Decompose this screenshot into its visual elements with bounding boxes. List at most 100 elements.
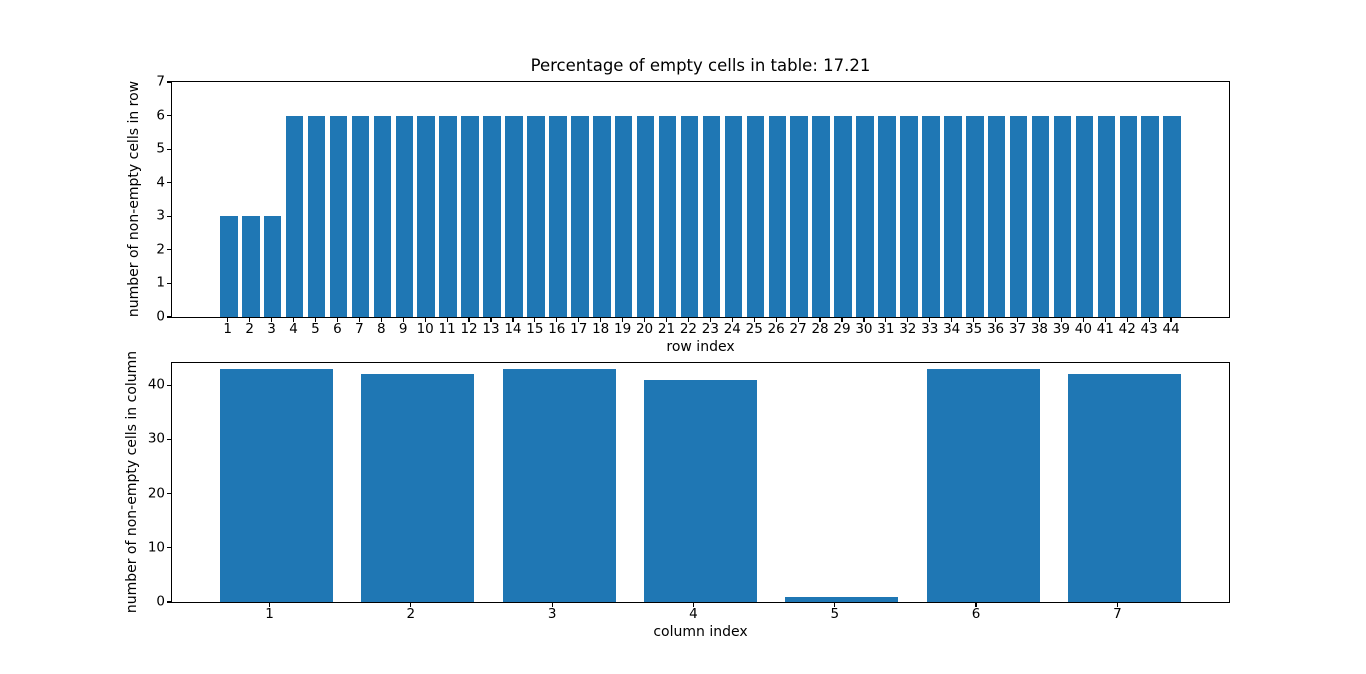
bar <box>351 115 370 317</box>
bar <box>1031 115 1050 317</box>
x-tick-mark <box>885 318 887 322</box>
x-tick-mark <box>380 318 382 322</box>
x-tick-label: 37 <box>1008 321 1027 337</box>
x-tick-label: 2 <box>245 321 254 337</box>
x-tick-mark <box>490 318 492 322</box>
y-tick-mark <box>167 114 171 117</box>
x-tick-mark <box>534 318 536 322</box>
x-tick-mark <box>468 318 470 322</box>
bar <box>439 115 457 317</box>
bar <box>785 596 899 602</box>
x-tick-label: 31 <box>877 321 895 337</box>
x-tick-mark <box>819 318 821 322</box>
bar <box>571 115 589 317</box>
y-tick-label: 6 <box>156 106 165 123</box>
x-tick-label: 6 <box>333 321 342 337</box>
y-tick-mark <box>167 215 171 217</box>
x-tick-mark <box>556 318 558 322</box>
x-tick-label: 1 <box>265 606 274 622</box>
x-tick-mark <box>1116 603 1118 607</box>
bar <box>643 379 758 602</box>
y-tick-mark <box>167 547 171 549</box>
bar <box>746 115 765 317</box>
bar <box>680 115 699 317</box>
x-tick-label: 5 <box>830 606 840 622</box>
y-tick-label: 40 <box>147 376 165 393</box>
x-tick-label: 3 <box>267 321 276 337</box>
bar <box>614 115 633 317</box>
bar <box>922 115 940 317</box>
x-tick-mark <box>1170 318 1172 322</box>
x-tick-mark <box>551 603 553 607</box>
bar <box>461 115 479 317</box>
y-tick-label: 5 <box>156 140 165 157</box>
bar <box>483 115 501 317</box>
x-tick-label: 25 <box>745 321 763 337</box>
x-tick-label: 5 <box>311 321 320 337</box>
x-tick-label: 41 <box>1096 321 1114 337</box>
bar <box>549 115 567 317</box>
bar <box>856 115 874 317</box>
x-tick-mark <box>402 318 404 322</box>
y-tick-label: 7 <box>156 73 165 90</box>
x-tick-label: 29 <box>833 321 851 337</box>
bar <box>395 115 414 317</box>
x-tick-label: 38 <box>1030 321 1049 337</box>
x-tick-mark <box>1104 318 1106 322</box>
y-tick-label: 4 <box>156 173 165 190</box>
x-tick-mark <box>424 318 426 322</box>
x-tick-label: 2 <box>406 606 416 622</box>
x-tick-label: 12 <box>460 321 478 337</box>
y-tick-mark <box>167 384 171 386</box>
bar <box>987 115 1006 317</box>
x-tick-mark <box>1148 318 1150 322</box>
x-tick-mark <box>1038 318 1041 322</box>
x-tick-mark <box>292 318 295 322</box>
y-tick-label: 3 <box>156 207 165 224</box>
x-tick-mark <box>600 318 602 322</box>
x-tick-label: 44 <box>1162 321 1180 337</box>
x-tick-mark <box>834 603 836 607</box>
x-tick-label: 36 <box>986 321 1005 337</box>
x-tick-label: 16 <box>548 321 566 337</box>
bar <box>768 115 787 317</box>
y-tick-mark <box>167 493 171 495</box>
x-tick-label: 11 <box>438 321 456 337</box>
x-tick-label: 34 <box>943 321 961 337</box>
y-tick-mark <box>167 438 171 440</box>
x-tick-mark <box>975 603 977 607</box>
x-tick-label: 20 <box>635 321 654 337</box>
x-tick-mark <box>709 318 711 322</box>
x-tick-mark <box>1016 318 1019 322</box>
x-tick-mark <box>358 318 360 322</box>
x-tick-label: 40 <box>1074 321 1092 337</box>
x-tick-label: 1 <box>223 321 233 337</box>
x-tick-label: 6 <box>971 606 981 622</box>
y-tick-label: 1 <box>156 274 165 291</box>
x-tick-mark <box>268 603 271 607</box>
x-tick-label: 27 <box>789 321 807 337</box>
column-chart-ylabel: number of non-empty cells in column <box>124 350 140 614</box>
x-tick-label: 8 <box>376 321 386 337</box>
row-chart-plot-area: 1 2 3 4 5 6 7 8 9 10 11 12 13 14 15 16 17 18 19 20 21 22 23 24 2… <box>156 75 1230 336</box>
x-tick-mark <box>1082 318 1084 322</box>
column-chart-plot-area: 1 2 3 4 5 6 7 0 10 20 30 40 <box>148 362 1230 621</box>
x-tick-label: 9 <box>398 321 408 337</box>
x-tick-label: 39 <box>1052 321 1070 337</box>
bar <box>527 115 545 317</box>
bar <box>944 115 962 317</box>
x-tick-mark <box>951 318 953 322</box>
x-tick-mark <box>410 603 412 607</box>
x-tick-label: 23 <box>701 321 719 337</box>
x-tick-label: 15 <box>526 321 544 337</box>
bar <box>361 374 475 602</box>
x-tick-label: 4 <box>689 606 698 622</box>
x-tick-mark <box>227 318 229 322</box>
bar <box>373 115 392 317</box>
y-tick-mark <box>167 81 171 83</box>
y-tick-label: 0 <box>156 308 165 325</box>
bar <box>790 115 808 317</box>
x-tick-mark <box>907 318 909 322</box>
x-tick-mark <box>665 318 668 322</box>
